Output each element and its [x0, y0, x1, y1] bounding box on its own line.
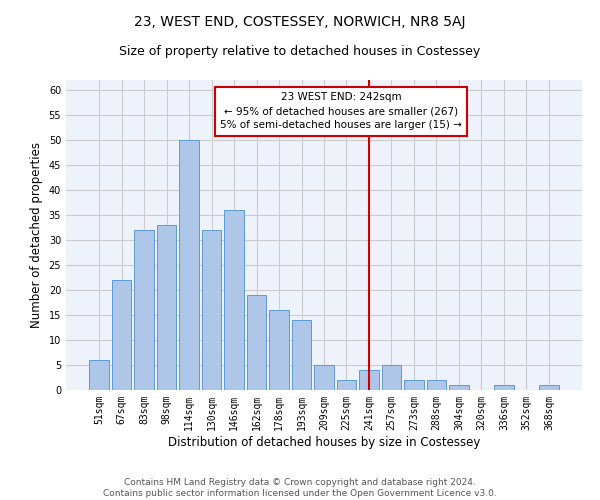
- X-axis label: Distribution of detached houses by size in Costessey: Distribution of detached houses by size …: [168, 436, 480, 448]
- Text: 23, WEST END, COSTESSEY, NORWICH, NR8 5AJ: 23, WEST END, COSTESSEY, NORWICH, NR8 5A…: [134, 15, 466, 29]
- Bar: [359, 370, 379, 390]
- Bar: [134, 230, 154, 390]
- Bar: [449, 385, 469, 390]
- Bar: [314, 365, 334, 390]
- Bar: [539, 385, 559, 390]
- Bar: [292, 320, 311, 390]
- Bar: [247, 295, 266, 390]
- Bar: [404, 380, 424, 390]
- Text: Contains HM Land Registry data © Crown copyright and database right 2024.
Contai: Contains HM Land Registry data © Crown c…: [103, 478, 497, 498]
- Bar: [224, 210, 244, 390]
- Bar: [89, 360, 109, 390]
- Bar: [157, 225, 176, 390]
- Bar: [337, 380, 356, 390]
- Text: Size of property relative to detached houses in Costessey: Size of property relative to detached ho…: [119, 45, 481, 58]
- Bar: [202, 230, 221, 390]
- Bar: [494, 385, 514, 390]
- Bar: [382, 365, 401, 390]
- Bar: [179, 140, 199, 390]
- Bar: [112, 280, 131, 390]
- Bar: [427, 380, 446, 390]
- Bar: [269, 310, 289, 390]
- Y-axis label: Number of detached properties: Number of detached properties: [30, 142, 43, 328]
- Text: 23 WEST END: 242sqm
← 95% of detached houses are smaller (267)
5% of semi-detach: 23 WEST END: 242sqm ← 95% of detached ho…: [220, 92, 462, 130]
